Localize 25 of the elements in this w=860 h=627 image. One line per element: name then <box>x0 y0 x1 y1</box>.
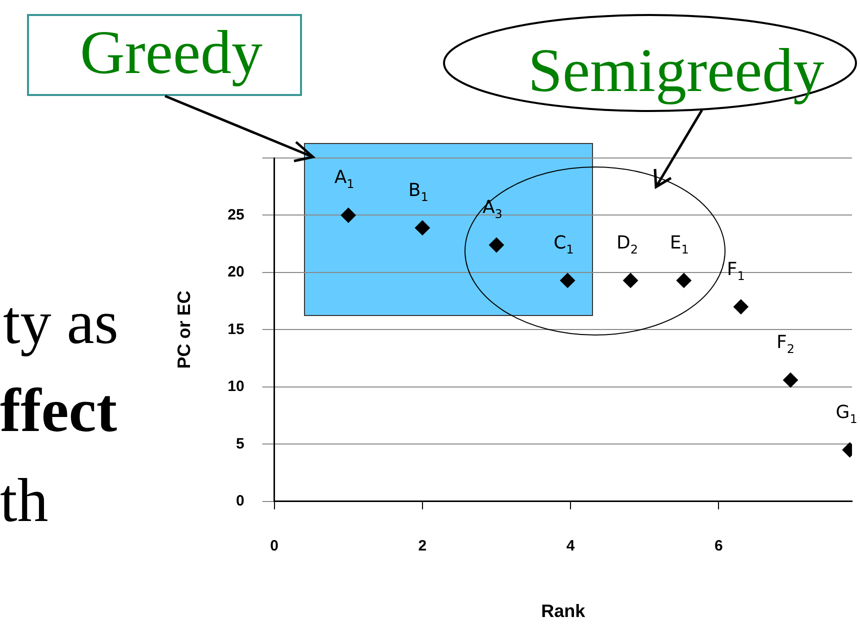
point <box>488 237 504 252</box>
text: ty as <box>3 289 118 357</box>
point <box>783 372 798 388</box>
y-tick-label: 10 <box>228 378 244 396</box>
text: th <box>0 467 48 535</box>
point <box>414 220 430 236</box>
x-axis-title: Rank <box>541 601 586 622</box>
x-tick-label: 0 <box>270 538 278 555</box>
y-axis-title: PC or EC <box>174 290 194 369</box>
point <box>560 272 576 288</box>
x-tick-label: 4 <box>566 538 576 555</box>
y-tick-label: 25 <box>228 206 244 224</box>
x-tick-label: 2 <box>418 538 427 555</box>
y-tick-label: 5 <box>236 435 244 452</box>
y-tick-label: 0 <box>236 492 244 510</box>
y-tick-label: 20 <box>228 264 244 281</box>
x-tick-label: 6 <box>714 538 723 555</box>
text: ffect <box>0 377 117 445</box>
point <box>340 208 356 223</box>
text: Semigreedy <box>528 37 824 105</box>
point <box>733 299 748 314</box>
point <box>676 272 692 288</box>
point <box>623 272 638 288</box>
text: Greedy <box>80 19 262 87</box>
y-tick-label: 15 <box>228 320 244 338</box>
